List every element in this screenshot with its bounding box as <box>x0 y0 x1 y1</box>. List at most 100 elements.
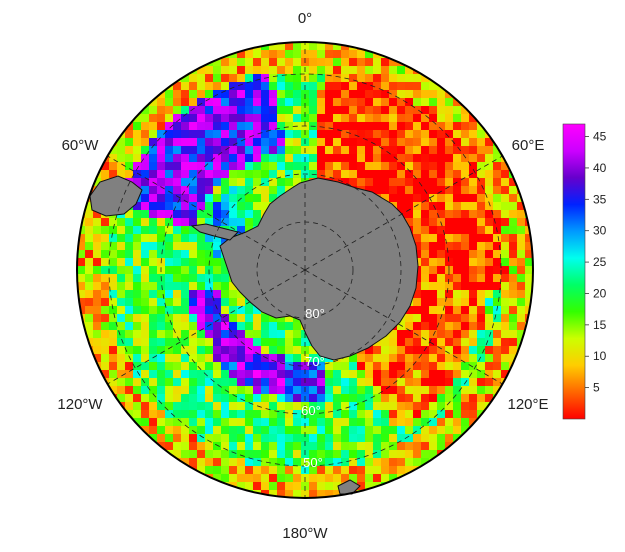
data-cell <box>165 394 174 403</box>
data-cell <box>429 178 438 187</box>
data-cell <box>237 418 246 427</box>
data-cell <box>237 386 246 395</box>
data-cell <box>485 178 494 187</box>
data-cell <box>341 122 350 131</box>
lon-label-120e: 120°E <box>507 396 548 413</box>
data-cell <box>245 378 254 387</box>
data-cell <box>453 338 462 347</box>
data-cell <box>453 226 462 235</box>
data-cell <box>205 170 214 179</box>
data-cell <box>437 122 446 131</box>
data-cell <box>125 234 134 243</box>
data-cell <box>173 410 182 419</box>
data-cell <box>325 58 334 67</box>
data-cell <box>181 130 190 139</box>
data-cell <box>341 90 350 99</box>
data-cell <box>117 242 126 251</box>
data-cell <box>165 402 174 411</box>
data-cell <box>357 426 366 435</box>
data-cell <box>477 146 486 155</box>
data-cell <box>165 178 174 187</box>
data-cell <box>341 354 350 363</box>
data-cell <box>405 458 414 467</box>
data-cell <box>341 178 350 187</box>
data-cell <box>253 418 262 427</box>
data-cell <box>229 346 238 355</box>
data-cell <box>349 154 358 163</box>
data-cell <box>325 42 334 51</box>
data-cell <box>277 50 286 59</box>
data-cell <box>437 130 446 139</box>
data-cell <box>293 130 302 139</box>
data-cell <box>509 202 518 211</box>
data-cell <box>277 426 286 435</box>
data-cell <box>365 90 374 99</box>
data-cell <box>445 210 454 219</box>
data-cell <box>509 226 518 235</box>
data-cell <box>413 218 422 227</box>
data-cell <box>165 290 174 299</box>
data-cell <box>173 210 182 219</box>
data-cell <box>157 426 166 435</box>
data-cell <box>269 378 278 387</box>
data-cell <box>165 330 174 339</box>
data-cell <box>149 98 158 107</box>
data-cell <box>461 186 470 195</box>
data-cell <box>229 314 238 323</box>
data-cell <box>437 346 446 355</box>
data-cell <box>173 266 182 275</box>
data-cell <box>397 434 406 443</box>
data-cell <box>157 242 166 251</box>
data-cell <box>165 354 174 363</box>
data-cell <box>485 250 494 259</box>
data-cell <box>101 234 110 243</box>
data-cell <box>221 434 230 443</box>
data-cell <box>413 346 422 355</box>
data-cell <box>493 370 502 379</box>
data-cell <box>461 426 470 435</box>
data-cell <box>437 202 446 211</box>
data-cell <box>429 378 438 387</box>
data-cell <box>341 394 350 403</box>
data-cell <box>261 394 270 403</box>
data-cell <box>397 354 406 363</box>
data-cell <box>221 322 230 331</box>
data-cell <box>221 362 230 371</box>
data-cell <box>381 346 390 355</box>
data-cell <box>445 370 454 379</box>
data-cell <box>381 146 390 155</box>
data-cell <box>213 282 222 291</box>
data-cell <box>485 386 494 395</box>
data-cell <box>157 122 166 131</box>
data-cell <box>165 250 174 259</box>
data-cell <box>205 106 214 115</box>
data-cell <box>317 122 326 131</box>
data-cell <box>165 322 174 331</box>
data-cell <box>237 346 246 355</box>
data-cell <box>261 130 270 139</box>
data-cell <box>157 434 166 443</box>
data-cell <box>405 450 414 459</box>
data-cell <box>237 474 246 483</box>
data-cell <box>357 354 366 363</box>
data-cell <box>317 66 326 75</box>
meridian-line <box>107 269 306 385</box>
data-cell <box>93 258 102 267</box>
data-cell <box>93 178 102 187</box>
data-cell <box>197 378 206 387</box>
data-cell <box>485 282 494 291</box>
data-cell <box>413 410 422 419</box>
data-cell <box>317 154 326 163</box>
data-cell <box>413 354 422 363</box>
data-cell <box>453 258 462 267</box>
data-cell <box>229 162 238 171</box>
data-cell <box>277 66 286 75</box>
data-cell <box>469 298 478 307</box>
data-cell <box>269 66 278 75</box>
data-cell <box>493 386 502 395</box>
data-cell <box>197 274 206 283</box>
data-cell <box>245 434 254 443</box>
lon-label-60w: 60°W <box>62 137 100 154</box>
data-cell <box>141 106 150 115</box>
data-cell <box>389 346 398 355</box>
